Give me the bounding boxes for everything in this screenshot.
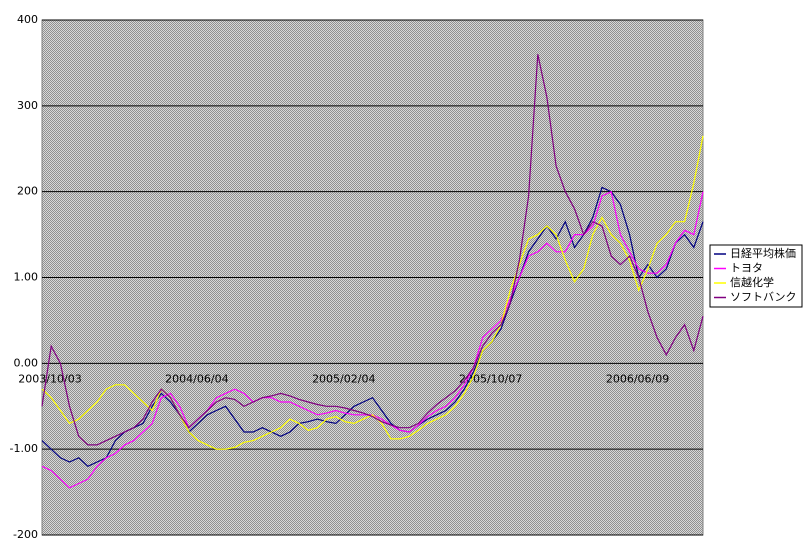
legend-label: 信越化学 [730, 275, 774, 289]
legend-label: 日経平均株価 [730, 246, 796, 260]
legend-box [709, 244, 803, 308]
y-tick-label: -1.00 [10, 442, 38, 455]
y-tick-label: 300 [17, 99, 38, 112]
x-tick-label: 2005/02/04 [312, 372, 375, 385]
y-tick-label: 0.00 [14, 356, 39, 369]
legend-label: トヨタ [730, 262, 763, 275]
series-line [41, 54, 704, 446]
x-tick-label: 2004/06/04 [165, 372, 228, 385]
y-tick-label: 400 [17, 13, 38, 26]
y-tick-label: -200 [13, 528, 38, 541]
y-tick-label: 200 [17, 185, 38, 198]
legend-label: ソフトバンク [730, 291, 797, 304]
y-tick-label: 1.00 [14, 271, 39, 284]
series-line [41, 186, 704, 468]
x-tick-label: 2006/06/09 [606, 372, 669, 385]
x-tick-label: 2005/10/07 [459, 372, 522, 385]
series-line [41, 135, 704, 450]
x-tick-label: 2003/10/03 [18, 372, 81, 385]
